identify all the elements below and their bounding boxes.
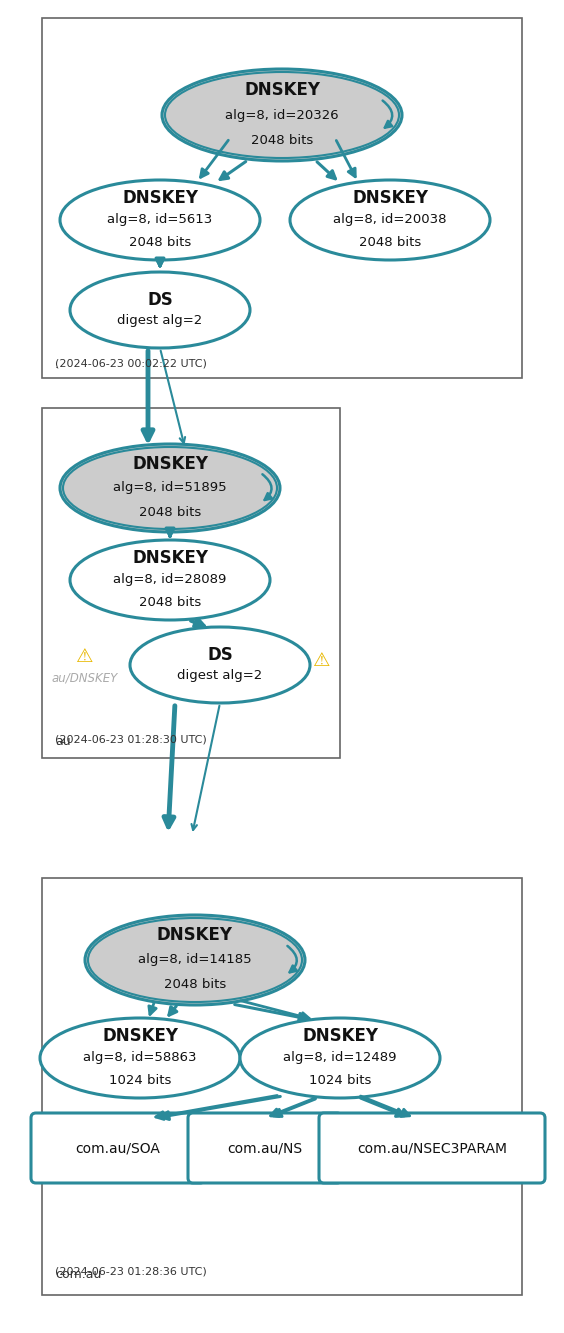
Text: alg=8, id=5613: alg=8, id=5613 — [107, 213, 213, 227]
Ellipse shape — [240, 1018, 440, 1098]
Text: 2048 bits: 2048 bits — [251, 133, 313, 147]
Text: digest alg=2: digest alg=2 — [117, 315, 202, 327]
Text: au: au — [55, 734, 70, 748]
Text: au/DNSKEY: au/DNSKEY — [52, 672, 118, 685]
Text: DNSKEY: DNSKEY — [132, 455, 208, 473]
Text: (2024-06-23 00:02:22 UTC): (2024-06-23 00:02:22 UTC) — [55, 359, 207, 368]
Text: DNSKEY: DNSKEY — [352, 189, 428, 207]
Text: alg=8, id=14185: alg=8, id=14185 — [138, 953, 252, 966]
Text: com.au/NS: com.au/NS — [227, 1141, 302, 1154]
Text: alg=8, id=28089: alg=8, id=28089 — [113, 573, 227, 587]
Ellipse shape — [290, 180, 490, 260]
Ellipse shape — [130, 627, 310, 702]
Text: DS: DS — [207, 645, 233, 664]
Text: 2048 bits: 2048 bits — [359, 236, 421, 248]
Text: 2048 bits: 2048 bits — [139, 596, 201, 608]
Text: DNSKEY: DNSKEY — [122, 189, 198, 207]
Text: DNSKEY: DNSKEY — [244, 81, 320, 99]
Text: 1024 bits: 1024 bits — [109, 1073, 171, 1086]
Bar — [42, 408, 340, 758]
FancyBboxPatch shape — [188, 1113, 342, 1182]
Text: com.au/NSEC3PARAM: com.au/NSEC3PARAM — [357, 1141, 507, 1154]
Text: (2024-06-23 01:28:30 UTC): (2024-06-23 01:28:30 UTC) — [55, 734, 207, 744]
Text: DNSKEY: DNSKEY — [102, 1026, 178, 1045]
FancyBboxPatch shape — [319, 1113, 545, 1182]
Ellipse shape — [85, 914, 305, 1005]
Text: ⚠: ⚠ — [76, 647, 94, 665]
Text: ⚠: ⚠ — [313, 651, 331, 669]
Ellipse shape — [60, 444, 280, 532]
Text: alg=8, id=12489: alg=8, id=12489 — [283, 1052, 396, 1065]
Text: 2048 bits: 2048 bits — [139, 505, 201, 519]
FancyBboxPatch shape — [31, 1113, 205, 1182]
Text: digest alg=2: digest alg=2 — [177, 669, 263, 682]
Text: com.au/SOA: com.au/SOA — [76, 1141, 160, 1154]
Text: alg=8, id=58863: alg=8, id=58863 — [83, 1052, 197, 1065]
Text: (2024-06-23 01:28:36 UTC): (2024-06-23 01:28:36 UTC) — [55, 1266, 207, 1276]
Text: alg=8, id=20326: alg=8, id=20326 — [225, 108, 339, 121]
Ellipse shape — [162, 69, 402, 161]
Bar — [42, 19, 522, 379]
Ellipse shape — [40, 1018, 240, 1098]
Text: .: . — [55, 359, 59, 371]
Text: alg=8, id=51895: alg=8, id=51895 — [113, 481, 227, 495]
Bar — [42, 878, 522, 1294]
Text: DNSKEY: DNSKEY — [132, 549, 208, 567]
Text: 1024 bits: 1024 bits — [309, 1073, 371, 1086]
Text: 2048 bits: 2048 bits — [164, 978, 226, 992]
Text: DNSKEY: DNSKEY — [157, 926, 233, 944]
Text: 2048 bits: 2048 bits — [129, 236, 191, 248]
Ellipse shape — [70, 272, 250, 348]
Text: DS: DS — [147, 291, 173, 308]
Text: com.au: com.au — [55, 1268, 102, 1281]
Text: alg=8, id=20038: alg=8, id=20038 — [333, 213, 447, 227]
Text: DNSKEY: DNSKEY — [302, 1026, 378, 1045]
Ellipse shape — [70, 540, 270, 620]
Ellipse shape — [60, 180, 260, 260]
